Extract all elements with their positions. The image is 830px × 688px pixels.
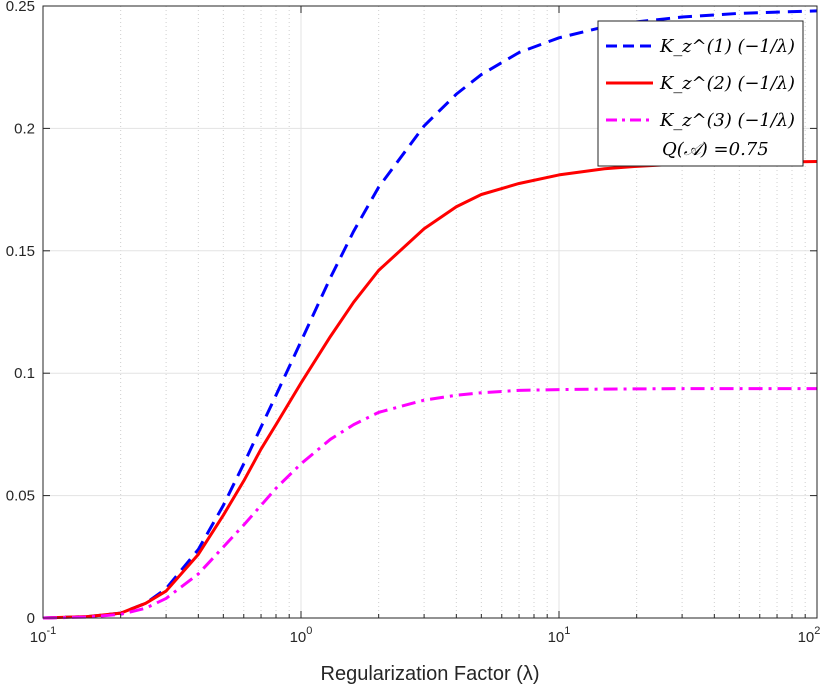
legend-label-1: K_z^(1) (−1/λ): [659, 36, 795, 57]
x-tick-label: 100: [290, 625, 313, 646]
x-tick-exponent: 2: [814, 625, 820, 637]
y-tick-label: 0.1: [14, 365, 35, 382]
legend-annotation: Q(𝒜) =0.75: [662, 139, 769, 160]
legend-items: K_z^(1) (−1/λ) K_z^(2) (−1/λ) K_z^(3) (−1/…: [606, 36, 795, 131]
x-tick-label: 10-1: [30, 625, 56, 646]
y-tick-label: 0.15: [6, 243, 35, 260]
x-tick-label: 101: [548, 625, 571, 646]
axes-box: [42, 5, 818, 619]
x-tick-label: 102: [798, 625, 821, 646]
y-tick-label: 0.05: [6, 488, 35, 505]
legend-label-3: K_z^(3) (−1/λ): [659, 110, 795, 131]
x-tick-base: 10: [548, 629, 565, 646]
x-tick-base: 10: [798, 629, 815, 646]
x-tick-base: 10: [30, 629, 47, 646]
y-tick-label: 0.25: [6, 0, 35, 15]
y-tick-label: 0: [27, 610, 35, 627]
series-line-3: [42, 387, 817, 620]
legend-label-2: K_z^(2) (−1/λ): [659, 73, 795, 94]
x-tick-exponent: -1: [46, 625, 56, 637]
x-tick-base: 10: [290, 629, 307, 646]
legend: K_z^(1) (−1/λ) K_z^(2) (−1/λ) K_z^(3) (−1/…: [597, 20, 804, 167]
x-axis-label: Regularization Factor (λ): [321, 663, 540, 685]
x-tick-exponent: 0: [306, 625, 312, 637]
x-tick-exponent: 1: [564, 625, 570, 637]
y-tick-label: 0.2: [14, 120, 35, 137]
